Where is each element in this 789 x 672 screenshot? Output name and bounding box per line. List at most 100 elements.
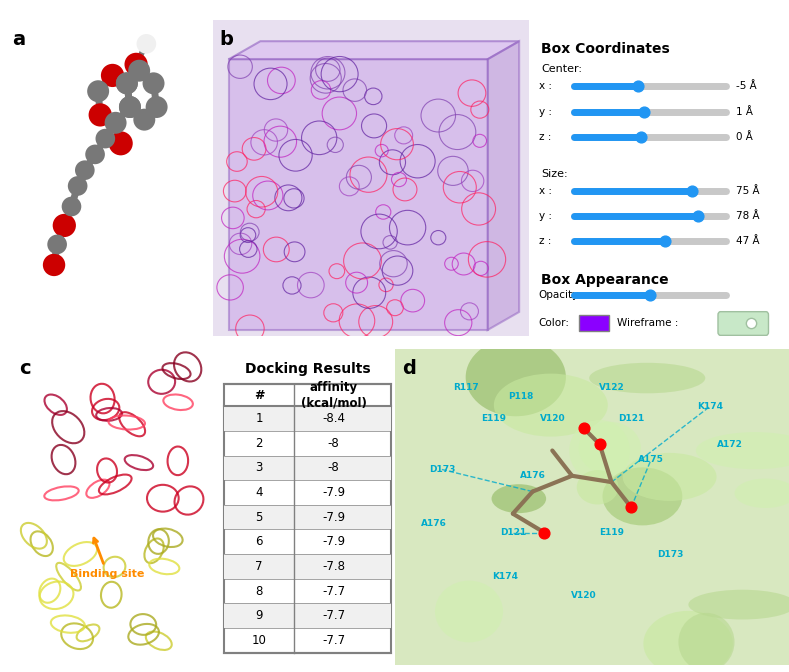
Point: [686, 185, 698, 196]
Point: [121, 78, 133, 89]
Text: 47 Å: 47 Å: [735, 237, 759, 246]
Ellipse shape: [623, 453, 716, 501]
Text: V120: V120: [540, 415, 565, 423]
FancyBboxPatch shape: [579, 315, 609, 331]
Text: A176: A176: [520, 471, 545, 480]
Point: [644, 290, 656, 300]
Text: 78 Å: 78 Å: [735, 211, 759, 221]
Text: 1: 1: [256, 412, 263, 425]
Text: 8: 8: [256, 585, 263, 597]
Polygon shape: [229, 41, 519, 59]
Text: y :: y :: [539, 107, 552, 117]
Text: 2: 2: [256, 437, 263, 450]
Text: 75 Å: 75 Å: [735, 185, 759, 196]
Text: -8: -8: [328, 462, 339, 474]
Text: 0 Å: 0 Å: [735, 132, 753, 142]
Point: [109, 118, 122, 128]
Text: 5: 5: [256, 511, 263, 523]
Text: b: b: [219, 30, 234, 48]
Text: K174: K174: [492, 573, 518, 581]
Ellipse shape: [735, 478, 789, 508]
Ellipse shape: [466, 338, 566, 416]
Point: [94, 110, 107, 120]
Ellipse shape: [643, 611, 733, 672]
Point: [107, 70, 119, 81]
Text: Box Coordinates: Box Coordinates: [541, 42, 670, 56]
Text: R117: R117: [453, 383, 478, 392]
Text: P118: P118: [508, 392, 533, 401]
Bar: [224, 456, 391, 480]
Point: [631, 81, 644, 92]
Point: [692, 210, 705, 221]
Text: y :: y :: [539, 211, 552, 221]
Text: x :: x :: [539, 185, 552, 196]
Point: [634, 132, 647, 142]
Bar: [224, 407, 391, 431]
Ellipse shape: [435, 581, 503, 642]
Text: -7.7: -7.7: [322, 610, 346, 622]
Point: [659, 236, 671, 247]
Text: Opacity:: Opacity:: [539, 290, 581, 300]
Point: [133, 65, 145, 76]
Point: [50, 239, 63, 250]
Point: [47, 259, 60, 270]
Point: [71, 181, 84, 192]
Ellipse shape: [688, 590, 789, 620]
Point: [745, 318, 757, 329]
Point: [65, 201, 78, 212]
Text: z :: z :: [539, 237, 551, 246]
Text: -8.4: -8.4: [322, 412, 346, 425]
Polygon shape: [488, 41, 519, 330]
Text: A172: A172: [717, 439, 742, 449]
Text: Box Appearance: Box Appearance: [541, 273, 669, 287]
Point: [140, 38, 153, 49]
Point: [593, 439, 606, 450]
Text: K174: K174: [697, 402, 723, 411]
Point: [109, 118, 122, 128]
Text: -7.9: -7.9: [322, 536, 346, 548]
Text: -7.7: -7.7: [322, 585, 346, 597]
Point: [138, 114, 151, 125]
Point: [92, 86, 104, 97]
Text: 7: 7: [256, 560, 263, 573]
Text: D121: D121: [499, 528, 526, 537]
Text: 6: 6: [256, 536, 263, 548]
Ellipse shape: [603, 467, 682, 526]
Text: D121: D121: [618, 415, 645, 423]
Text: x :: x :: [539, 81, 552, 91]
Ellipse shape: [578, 422, 641, 474]
Point: [124, 101, 136, 112]
Point: [150, 101, 163, 112]
Text: Wireframe :: Wireframe :: [617, 319, 679, 329]
Point: [148, 78, 160, 89]
Text: -5 Å: -5 Å: [735, 81, 757, 91]
Bar: [224, 505, 391, 530]
Text: A176: A176: [421, 519, 447, 528]
Point: [538, 528, 551, 538]
FancyBboxPatch shape: [718, 312, 768, 335]
Ellipse shape: [577, 470, 619, 505]
Point: [78, 165, 91, 175]
Point: [124, 101, 136, 112]
Text: -8: -8: [328, 437, 339, 450]
Bar: [224, 603, 391, 628]
Ellipse shape: [494, 374, 608, 437]
Point: [88, 149, 101, 160]
Text: #: #: [254, 388, 264, 402]
Text: c: c: [19, 359, 31, 378]
Point: [58, 220, 70, 231]
Text: V120: V120: [571, 591, 596, 600]
Text: -7.9: -7.9: [322, 486, 346, 499]
Text: z :: z :: [539, 132, 551, 142]
Text: affinity
(kcal/mol): affinity (kcal/mol): [301, 381, 367, 409]
Text: -7.8: -7.8: [322, 560, 346, 573]
Ellipse shape: [492, 485, 546, 513]
Text: Color:: Color:: [539, 319, 570, 329]
Text: Size:: Size:: [541, 169, 568, 179]
Ellipse shape: [696, 432, 789, 469]
Text: V122: V122: [599, 383, 624, 392]
Text: -7.7: -7.7: [322, 634, 346, 647]
Point: [99, 133, 112, 144]
Text: E119: E119: [481, 415, 506, 423]
Text: D173: D173: [428, 465, 455, 474]
